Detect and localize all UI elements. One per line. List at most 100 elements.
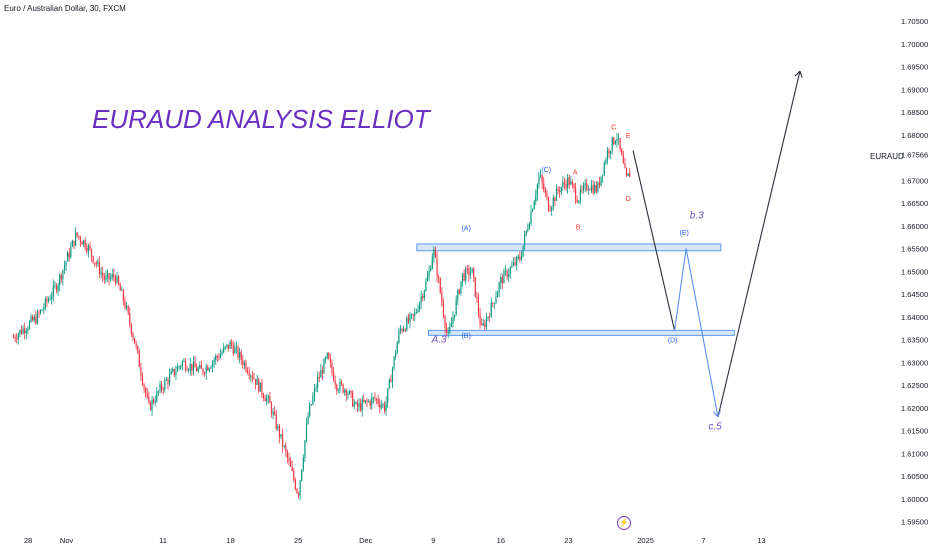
candle-body bbox=[461, 273, 464, 282]
x-tick-label: 16 bbox=[497, 536, 505, 545]
candle-body bbox=[538, 176, 540, 185]
candle-body bbox=[178, 366, 180, 368]
candle-body bbox=[629, 173, 631, 178]
zone-rect-2[interactable] bbox=[427, 329, 735, 336]
candle-body bbox=[122, 290, 124, 302]
candle-body bbox=[234, 347, 236, 354]
candle-body bbox=[213, 360, 215, 363]
candle-body bbox=[527, 228, 529, 231]
lightning-icon[interactable]: ⚡ bbox=[617, 516, 631, 530]
candle-body bbox=[320, 370, 322, 378]
candle-body bbox=[485, 318, 488, 327]
candle-body bbox=[135, 343, 137, 346]
wave-label: B bbox=[576, 224, 581, 231]
projection-segment-4[interactable] bbox=[717, 70, 801, 417]
candle-body bbox=[62, 270, 64, 280]
candle-body bbox=[595, 184, 597, 192]
candle-body bbox=[186, 369, 188, 371]
candle-body bbox=[452, 317, 454, 324]
candle-body bbox=[59, 274, 61, 286]
candle-body bbox=[496, 292, 499, 298]
x-tick-label: Nov bbox=[60, 536, 74, 545]
candle-body bbox=[180, 366, 182, 368]
candle-body bbox=[522, 245, 524, 257]
x-tick-label: 11 bbox=[159, 536, 167, 545]
zone-rect-1[interactable] bbox=[416, 243, 722, 252]
projection-segment-2[interactable] bbox=[674, 248, 687, 331]
candle-body bbox=[361, 399, 363, 411]
candle-body bbox=[418, 302, 421, 311]
candle-body bbox=[151, 399, 153, 410]
projection-segment-3[interactable] bbox=[685, 248, 719, 417]
wave-label: D bbox=[626, 196, 631, 203]
candle-body bbox=[602, 174, 604, 177]
y-tick-label: 1.70500 bbox=[901, 17, 928, 26]
candle-body bbox=[329, 358, 331, 363]
candle-body bbox=[403, 329, 405, 332]
candle-body bbox=[14, 337, 16, 339]
candle-body bbox=[250, 375, 252, 377]
candle-body bbox=[55, 285, 58, 292]
candle-body bbox=[283, 445, 285, 447]
candle-body bbox=[334, 380, 336, 385]
candle-body bbox=[44, 298, 46, 308]
candle-body bbox=[141, 375, 144, 385]
candle-body bbox=[492, 302, 494, 304]
candle-body bbox=[65, 261, 67, 266]
candle-body bbox=[325, 357, 327, 360]
candle-body bbox=[554, 197, 556, 201]
candle-body bbox=[589, 189, 591, 191]
candle-body bbox=[32, 316, 34, 321]
candle-body bbox=[118, 276, 120, 285]
candle-body bbox=[176, 366, 179, 372]
candle-body bbox=[28, 321, 31, 329]
wave-label: (D) bbox=[668, 338, 678, 345]
candle-body bbox=[439, 278, 441, 293]
candle-body bbox=[356, 402, 359, 407]
y-tick-label: 1.61500 bbox=[901, 427, 928, 436]
candle-body bbox=[237, 346, 239, 358]
candle-body bbox=[30, 316, 32, 322]
y-tick-label: 1.61000 bbox=[901, 449, 928, 458]
candle-body bbox=[17, 334, 19, 340]
candle-body bbox=[162, 389, 164, 391]
wave-label: C bbox=[611, 124, 616, 131]
candle-body bbox=[565, 184, 567, 189]
candle-body bbox=[460, 281, 462, 294]
candle-body bbox=[508, 273, 510, 278]
candle-body bbox=[52, 285, 54, 297]
candle-body bbox=[207, 366, 209, 371]
candle-body bbox=[474, 277, 476, 297]
candle-body bbox=[274, 411, 276, 415]
candle-body bbox=[388, 379, 390, 389]
x-tick-label: 25 bbox=[294, 536, 302, 545]
candle-body bbox=[119, 284, 121, 291]
candle-body bbox=[229, 341, 231, 349]
candle-body bbox=[530, 211, 532, 224]
candle-body bbox=[226, 344, 228, 347]
candle-body bbox=[611, 137, 613, 152]
candle-body bbox=[447, 332, 449, 334]
candle-body bbox=[264, 398, 266, 402]
projection-segment-1[interactable] bbox=[632, 150, 676, 331]
candle-body bbox=[127, 306, 129, 314]
candle-body bbox=[39, 310, 42, 314]
candle-body bbox=[130, 323, 132, 334]
candle-body bbox=[371, 397, 373, 406]
candle-body bbox=[309, 405, 311, 416]
candle-body bbox=[254, 379, 257, 385]
candle-body bbox=[582, 185, 585, 190]
candle-body bbox=[71, 240, 74, 247]
candle-body bbox=[547, 197, 550, 211]
candle-body bbox=[159, 384, 161, 392]
x-tick-label: 18 bbox=[226, 536, 234, 545]
candle-body bbox=[345, 389, 347, 396]
candle-body bbox=[458, 290, 460, 294]
candle-body bbox=[482, 323, 484, 326]
candle-body bbox=[481, 324, 483, 326]
x-tick-label: 9 bbox=[431, 536, 435, 545]
candle-body bbox=[138, 351, 140, 368]
candle-body bbox=[145, 388, 147, 394]
candle-body bbox=[299, 480, 301, 496]
